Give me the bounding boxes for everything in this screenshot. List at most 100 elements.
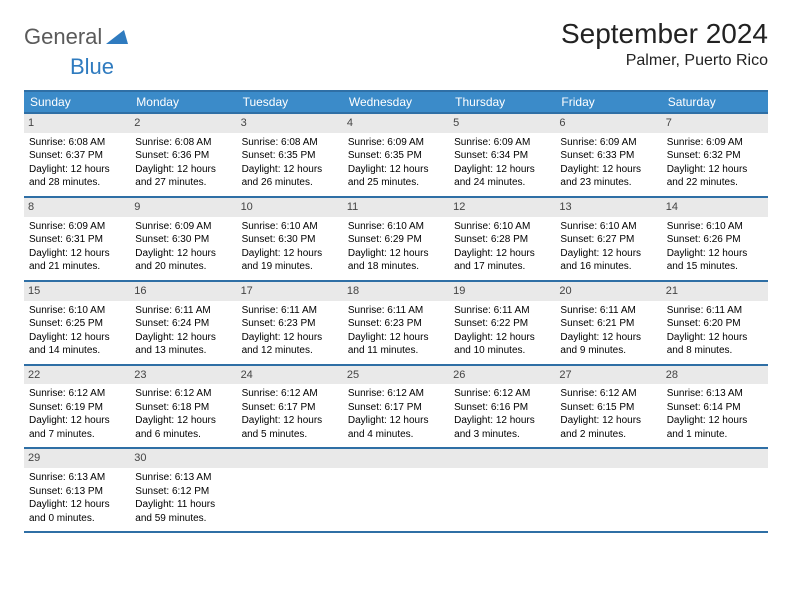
sunrise-line: Sunrise: 6:10 AM — [667, 220, 763, 234]
sunset-line: Sunset: 6:23 PM — [348, 317, 444, 331]
month-title: September 2024 — [561, 18, 768, 50]
sunrise-line: Sunrise: 6:12 AM — [135, 387, 231, 401]
sunset-line: Sunset: 6:28 PM — [454, 233, 550, 247]
day-cell — [449, 449, 555, 531]
day-number: 22 — [24, 366, 130, 385]
day-number: 19 — [449, 282, 555, 301]
calendar: Sunday Monday Tuesday Wednesday Thursday… — [24, 90, 768, 533]
daylight-line: Daylight: 11 hours and 59 minutes. — [135, 498, 231, 525]
day-of-week-row: Sunday Monday Tuesday Wednesday Thursday… — [24, 90, 768, 112]
day-cell: 18Sunrise: 6:11 AMSunset: 6:23 PMDayligh… — [343, 282, 449, 364]
day-number: 14 — [662, 198, 768, 217]
sunrise-line: Sunrise: 6:10 AM — [560, 220, 656, 234]
sunset-line: Sunset: 6:30 PM — [135, 233, 231, 247]
sunrise-line: Sunrise: 6:12 AM — [348, 387, 444, 401]
daylight-line: Daylight: 12 hours and 24 minutes. — [454, 163, 550, 190]
daylight-line: Daylight: 12 hours and 19 minutes. — [242, 247, 338, 274]
daylight-line: Daylight: 12 hours and 15 minutes. — [667, 247, 763, 274]
dow-thursday: Thursday — [449, 92, 555, 112]
dow-saturday: Saturday — [662, 92, 768, 112]
day-number: 6 — [555, 114, 661, 133]
day-cell: 19 Sunrise: 6:11 AMSunset: 6:22 PMDayligh… — [449, 282, 555, 364]
day-number: 29 — [24, 449, 130, 468]
sunset-line: Sunset: 6:17 PM — [242, 401, 338, 415]
day-number: 26 — [449, 366, 555, 385]
day-cell: 6Sunrise: 6:09 AMSunset: 6:33 PMDaylight… — [555, 114, 661, 196]
sunrise-line: Sunrise: 6:09 AM — [454, 136, 550, 150]
week-row: 22Sunrise: 6:12 AMSunset: 6:19 PMDayligh… — [24, 364, 768, 448]
day-cell: 20Sunrise: 6:11 AMSunset: 6:21 PMDayligh… — [555, 282, 661, 364]
day-cell: 5Sunrise: 6:09 AMSunset: 6:34 PMDaylight… — [449, 114, 555, 196]
sunrise-line: Sunrise: 6:11 AM — [348, 304, 444, 318]
daylight-line: Daylight: 12 hours and 10 minutes. — [454, 331, 550, 358]
sunset-line: Sunset: 6:21 PM — [560, 317, 656, 331]
day-number: 4 — [343, 114, 449, 133]
location: Palmer, Puerto Rico — [561, 52, 768, 70]
daylight-line: Daylight: 12 hours and 3 minutes. — [454, 414, 550, 441]
day-cell — [237, 449, 343, 531]
dow-monday: Monday — [130, 92, 236, 112]
sunrise-line: Sunrise: 6:10 AM — [29, 304, 125, 318]
day-number: 25 — [343, 366, 449, 385]
day-cell: 25Sunrise: 6:12 AMSunset: 6:17 PMDayligh… — [343, 366, 449, 448]
day-cell: 1Sunrise: 6:08 AMSunset: 6:37 PMDaylight… — [24, 114, 130, 196]
day-cell: 27Sunrise: 6:12 AMSunset: 6:15 PMDayligh… — [555, 366, 661, 448]
daylight-line: Daylight: 12 hours and 23 minutes. — [560, 163, 656, 190]
daylight-line: Daylight: 12 hours and 22 minutes. — [667, 163, 763, 190]
day-number: 15 — [24, 282, 130, 301]
title-block: September 2024 Palmer, Puerto Rico — [561, 18, 768, 70]
sunrise-line: Sunrise: 6:09 AM — [667, 136, 763, 150]
day-cell: 23Sunrise: 6:12 AMSunset: 6:18 PMDayligh… — [130, 366, 236, 448]
daylight-line: Daylight: 12 hours and 5 minutes. — [242, 414, 338, 441]
logo-triangle-icon — [106, 24, 128, 50]
day-number — [343, 449, 449, 468]
daylight-line: Daylight: 12 hours and 16 minutes. — [560, 247, 656, 274]
day-cell: 29Sunrise: 6:13 AMSunset: 6:13 PMDayligh… — [24, 449, 130, 531]
day-cell: 12Sunrise: 6:10 AMSunset: 6:28 PMDayligh… — [449, 198, 555, 280]
week-row: 8Sunrise: 6:09 AMSunset: 6:31 PMDaylight… — [24, 196, 768, 280]
daylight-line: Daylight: 12 hours and 25 minutes. — [348, 163, 444, 190]
day-cell: 2Sunrise: 6:08 AMSunset: 6:36 PMDaylight… — [130, 114, 236, 196]
day-number: 8 — [24, 198, 130, 217]
day-cell — [555, 449, 661, 531]
sunset-line: Sunset: 6:26 PM — [667, 233, 763, 247]
day-cell — [662, 449, 768, 531]
sunrise-line: Sunrise: 6:09 AM — [135, 220, 231, 234]
sunrise-line: Sunrise: 6:11 AM — [454, 304, 550, 318]
sunset-line: Sunset: 6:34 PM — [454, 149, 550, 163]
day-cell: 16Sunrise: 6:11 AMSunset: 6:24 PMDayligh… — [130, 282, 236, 364]
day-number: 20 — [555, 282, 661, 301]
day-number: 21 — [662, 282, 768, 301]
sunset-line: Sunset: 6:23 PM — [242, 317, 338, 331]
day-number: 23 — [130, 366, 236, 385]
day-number: 7 — [662, 114, 768, 133]
day-cell: 11Sunrise: 6:10 AMSunset: 6:29 PMDayligh… — [343, 198, 449, 280]
daylight-line: Daylight: 12 hours and 18 minutes. — [348, 247, 444, 274]
sunset-line: Sunset: 6:29 PM — [348, 233, 444, 247]
daylight-line: Daylight: 12 hours and 27 minutes. — [135, 163, 231, 190]
day-number: 12 — [449, 198, 555, 217]
daylight-line: Daylight: 12 hours and 12 minutes. — [242, 331, 338, 358]
dow-tuesday: Tuesday — [237, 92, 343, 112]
day-cell: 13Sunrise: 6:10 AMSunset: 6:27 PMDayligh… — [555, 198, 661, 280]
sunset-line: Sunset: 6:36 PM — [135, 149, 231, 163]
sunrise-line: Sunrise: 6:08 AM — [29, 136, 125, 150]
sunset-line: Sunset: 6:13 PM — [29, 485, 125, 499]
day-number: 30 — [130, 449, 236, 468]
day-cell: 24Sunrise: 6:12 AMSunset: 6:17 PMDayligh… — [237, 366, 343, 448]
day-cell: 14 Sunrise: 6:10 AMSunset: 6:26 PMDayligh… — [662, 198, 768, 280]
sunrise-line: Sunrise: 6:13 AM — [29, 471, 125, 485]
sunrise-line: Sunrise: 6:12 AM — [242, 387, 338, 401]
sunrise-line: Sunrise: 6:13 AM — [667, 387, 763, 401]
sunrise-line: Sunrise: 6:08 AM — [135, 136, 231, 150]
sunrise-line: Sunrise: 6:09 AM — [560, 136, 656, 150]
daylight-line: Daylight: 12 hours and 6 minutes. — [135, 414, 231, 441]
daylight-line: Daylight: 12 hours and 8 minutes. — [667, 331, 763, 358]
sunset-line: Sunset: 6:19 PM — [29, 401, 125, 415]
week-row: 15Sunrise: 6:10 AMSunset: 6:25 PMDayligh… — [24, 280, 768, 364]
sunrise-line: Sunrise: 6:12 AM — [560, 387, 656, 401]
daylight-line: Daylight: 12 hours and 7 minutes. — [29, 414, 125, 441]
day-number: 1 — [24, 114, 130, 133]
day-cell: 30Sunrise: 6:13 AMSunset: 6:12 PMDayligh… — [130, 449, 236, 531]
sunset-line: Sunset: 6:22 PM — [454, 317, 550, 331]
